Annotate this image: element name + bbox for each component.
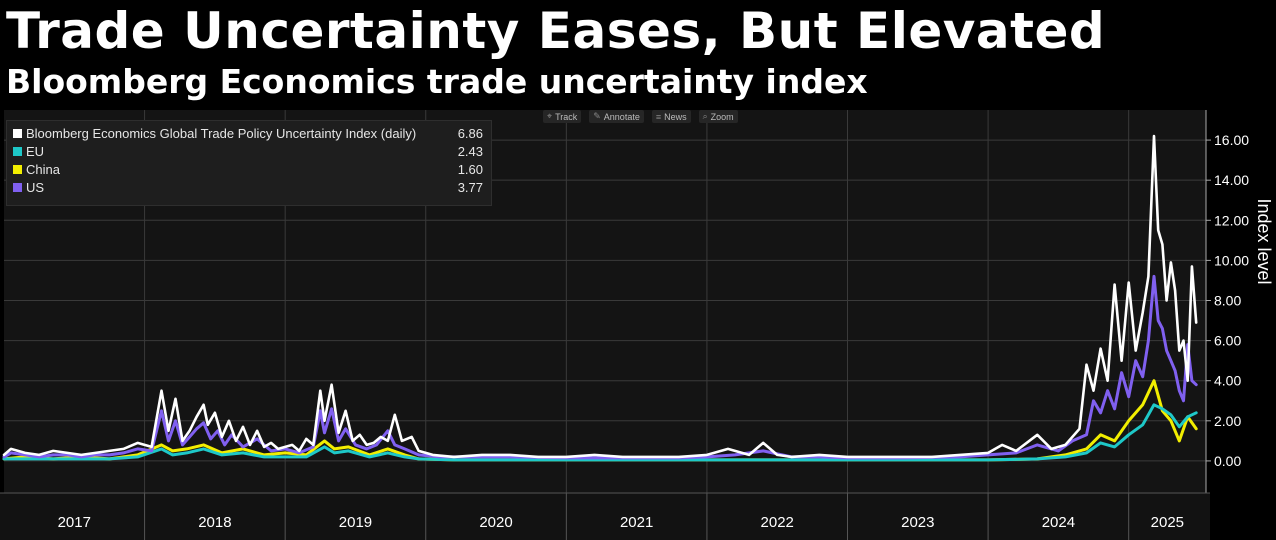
- legend-swatch: [13, 128, 22, 138]
- legend-value: 6.86: [457, 125, 483, 141]
- legend-item-global[interactable]: Bloomberg Economics Global Trade Policy …: [13, 124, 483, 142]
- crosshair-icon: ⌖: [547, 111, 553, 121]
- legend-item-china[interactable]: China 1.60: [13, 160, 483, 178]
- page-title: Trade Uncertainty Eases, But Elevated: [6, 2, 1106, 60]
- chart-toolbar: ⌖ Track ✎ Annotate ≡ News ⌕ Zoom: [543, 110, 738, 123]
- annotate-button[interactable]: ✎ Annotate: [589, 110, 644, 123]
- chart-legend: Bloomberg Economics Global Trade Policy …: [6, 120, 492, 206]
- legend-swatch: [13, 146, 22, 156]
- track-label: Track: [555, 111, 578, 122]
- news-button[interactable]: ≡ News: [651, 110, 691, 123]
- page-subtitle: Bloomberg Economics trade uncertainty in…: [6, 62, 868, 101]
- y-tick-label: 2.00: [1214, 413, 1241, 429]
- legend-swatch: [13, 182, 22, 192]
- x-tick-label: 2023: [901, 514, 934, 531]
- series-line-eu: [2, 403, 1198, 462]
- news-label: News: [664, 111, 687, 122]
- x-tick-label: 2021: [620, 514, 653, 531]
- x-tick-label: 2022: [761, 514, 794, 531]
- legend-swatch: [13, 164, 22, 174]
- legend-label: EU: [26, 143, 45, 159]
- x-tick-label: 2024: [1042, 514, 1075, 531]
- x-tick-label: 2020: [479, 514, 512, 531]
- legend-value: 1.60: [457, 161, 483, 177]
- y-tick-label: 12.00: [1214, 212, 1249, 228]
- pencil-icon: ✎: [593, 111, 601, 121]
- y-tick-label: 6.00: [1214, 333, 1241, 349]
- x-axis-band: [0, 493, 1210, 540]
- zoom-label: Zoom: [710, 111, 734, 122]
- x-tick-label: 2019: [339, 514, 372, 531]
- y-tick-label: 14.00: [1214, 172, 1249, 188]
- legend-label: China: [26, 161, 60, 177]
- legend-value: 2.43: [457, 143, 483, 159]
- x-tick-label: 2018: [198, 514, 231, 531]
- zoom-button[interactable]: ⌕ Zoom: [698, 110, 738, 123]
- news-icon: ≡: [655, 111, 662, 122]
- annotate-label: Annotate: [603, 111, 640, 122]
- y-axis-title: Index level: [1254, 198, 1274, 284]
- y-tick-label: 16.00: [1214, 132, 1249, 148]
- x-tick-label: 2025: [1151, 514, 1184, 531]
- legend-label: US: [26, 179, 45, 195]
- magnifier-icon: ⌕: [702, 111, 708, 121]
- y-tick-label: 0.00: [1214, 453, 1241, 469]
- legend-label: Bloomberg Economics Global Trade Policy …: [26, 125, 417, 141]
- y-tick-label: 8.00: [1214, 292, 1241, 308]
- y-tick-label: 10.00: [1214, 252, 1249, 268]
- x-tick-label: 2017: [58, 514, 91, 531]
- series-line-us: [2, 274, 1198, 460]
- legend-value: 3.77: [457, 179, 483, 195]
- track-button[interactable]: ⌖ Track: [543, 110, 582, 123]
- series-line-global: [2, 134, 1198, 459]
- legend-item-us[interactable]: US 3.77: [13, 178, 483, 196]
- y-tick-label: 4.00: [1214, 373, 1241, 389]
- legend-item-eu[interactable]: EU 2.43: [13, 142, 483, 160]
